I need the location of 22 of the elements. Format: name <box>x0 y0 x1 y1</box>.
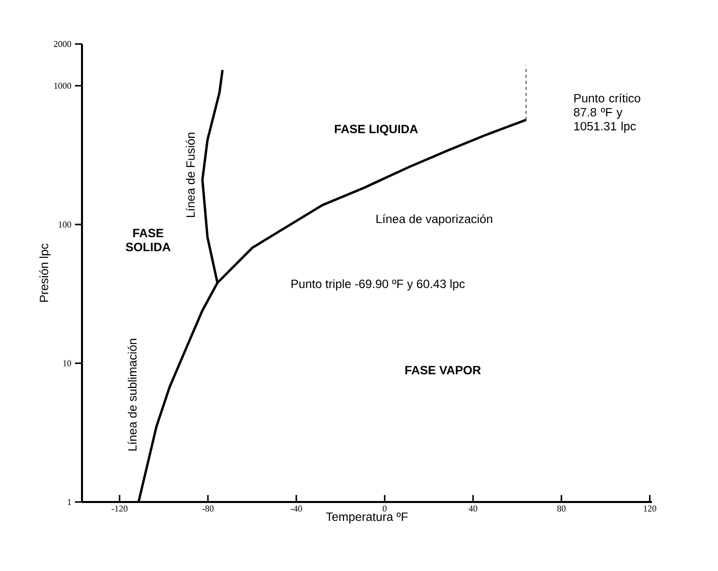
y-axis-title: Presión lpc <box>39 244 51 302</box>
x-tick-label: -120 <box>112 506 128 512</box>
y-tick-label: 100 <box>58 221 72 228</box>
x-tick-label: 0 <box>382 506 387 512</box>
x-tick-label: 40 <box>468 506 478 512</box>
annotation: FASE SOLIDA <box>126 228 170 252</box>
x-tick-label: -40 <box>290 506 302 512</box>
y-tick-label: 10 <box>63 360 72 366</box>
annotation: Línea de vaporización <box>376 214 492 226</box>
annotation: FASE LIQUIDA <box>334 124 418 136</box>
x-tick-label: 120 <box>644 506 656 512</box>
annotation: Línea de sublimación <box>128 338 137 451</box>
annotation: Punto triple -69.90 ºF y 60.43 lpc <box>292 279 465 290</box>
annotation: Línea de Fusión <box>186 132 195 218</box>
y-tick-label: 1 <box>68 499 71 505</box>
x-tick-label: -80 <box>202 506 214 512</box>
x-tick-label: 80 <box>557 506 566 512</box>
y-tick-label: 2000 <box>54 40 72 48</box>
x-axis-title: Temperatura ºF <box>326 512 408 524</box>
y-tick-label: 1000 <box>54 82 72 89</box>
annotation: FASE VAPOR <box>405 366 481 374</box>
annotation: Punto crítico 87.8 ºF y 1051.31 lpc <box>574 93 640 133</box>
